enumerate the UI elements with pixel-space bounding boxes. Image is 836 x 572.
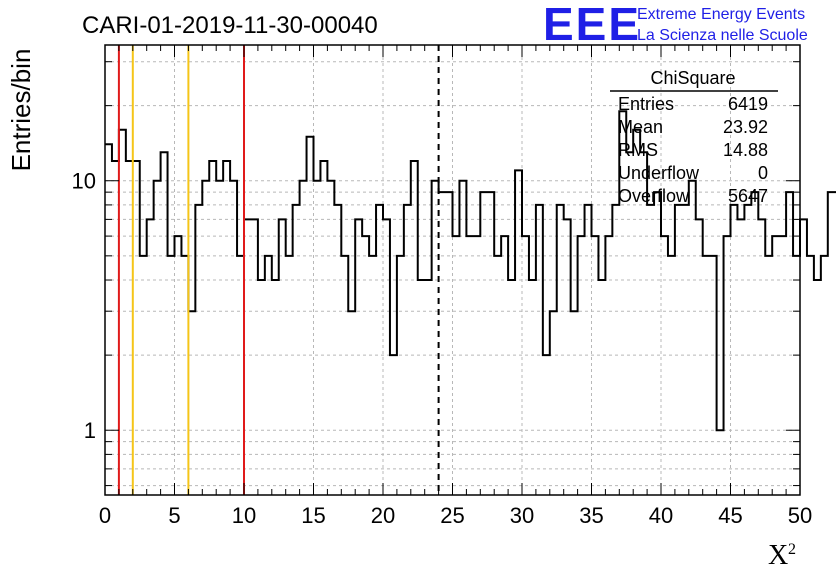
- histogram-outline: [105, 110, 836, 432]
- stats-label: Overflow: [618, 186, 690, 206]
- x-tick-label: 50: [788, 503, 812, 528]
- x-axis-label: X 2: [768, 540, 796, 571]
- x-axis-label-text: X: [768, 540, 788, 571]
- stats-value: 5647: [728, 186, 768, 206]
- stats-title: ChiSquare: [650, 68, 735, 88]
- y-axis-label: Entries/bin: [6, 49, 36, 172]
- x-tick-label: 25: [440, 503, 464, 528]
- stats-rows: Entries 6419 Mean 23.92 RMS 14.88 Underflow 0 Ov…: [618, 94, 768, 206]
- x-tick-label: 15: [301, 503, 325, 528]
- x-axis-label-superscript: 2: [788, 541, 796, 558]
- stats-value: 23.92: [723, 117, 768, 137]
- stats-value: 6419: [728, 94, 768, 114]
- grid: [105, 45, 800, 495]
- eee-logo: EEE Extreme Energy Events La Scienza nel…: [543, 0, 808, 50]
- stats-box: ChiSquare Entries 6419 Mean 23.92 RMS 14.88 Un…: [610, 68, 778, 206]
- histogram: [105, 110, 836, 432]
- chart-title: CARI-01-2019-11-30-00040: [82, 12, 378, 39]
- y-tick-label: 10: [72, 169, 96, 194]
- threshold-lines: [117, 45, 440, 495]
- logo-line-2: La Scienza nelle Scuole: [637, 27, 808, 44]
- x-tick-label: 5: [168, 503, 180, 528]
- y-tick-label: 1: [84, 418, 96, 443]
- x-tick-label: 0: [99, 503, 111, 528]
- logo-mark: EEE: [543, 0, 641, 50]
- x-tick-label: 20: [371, 503, 395, 528]
- x-tick-label: 35: [579, 503, 603, 528]
- stats-label: Underflow: [618, 163, 700, 183]
- x-tick-label: 30: [510, 503, 534, 528]
- x-tick-label: 45: [718, 503, 742, 528]
- x-tick-label: 40: [649, 503, 673, 528]
- stats-label: RMS: [618, 140, 658, 160]
- stats-value: 14.88: [723, 140, 768, 160]
- stats-value: 0: [758, 163, 768, 183]
- x-tick-label: 10: [232, 503, 256, 528]
- axes: 0 5 10 15 20 25 30 35 40 45 50 1 10: [72, 45, 812, 528]
- stats-label: Mean: [618, 117, 663, 137]
- logo-line-1: Extreme Energy Events: [637, 6, 805, 23]
- stats-label: Entries: [618, 94, 674, 114]
